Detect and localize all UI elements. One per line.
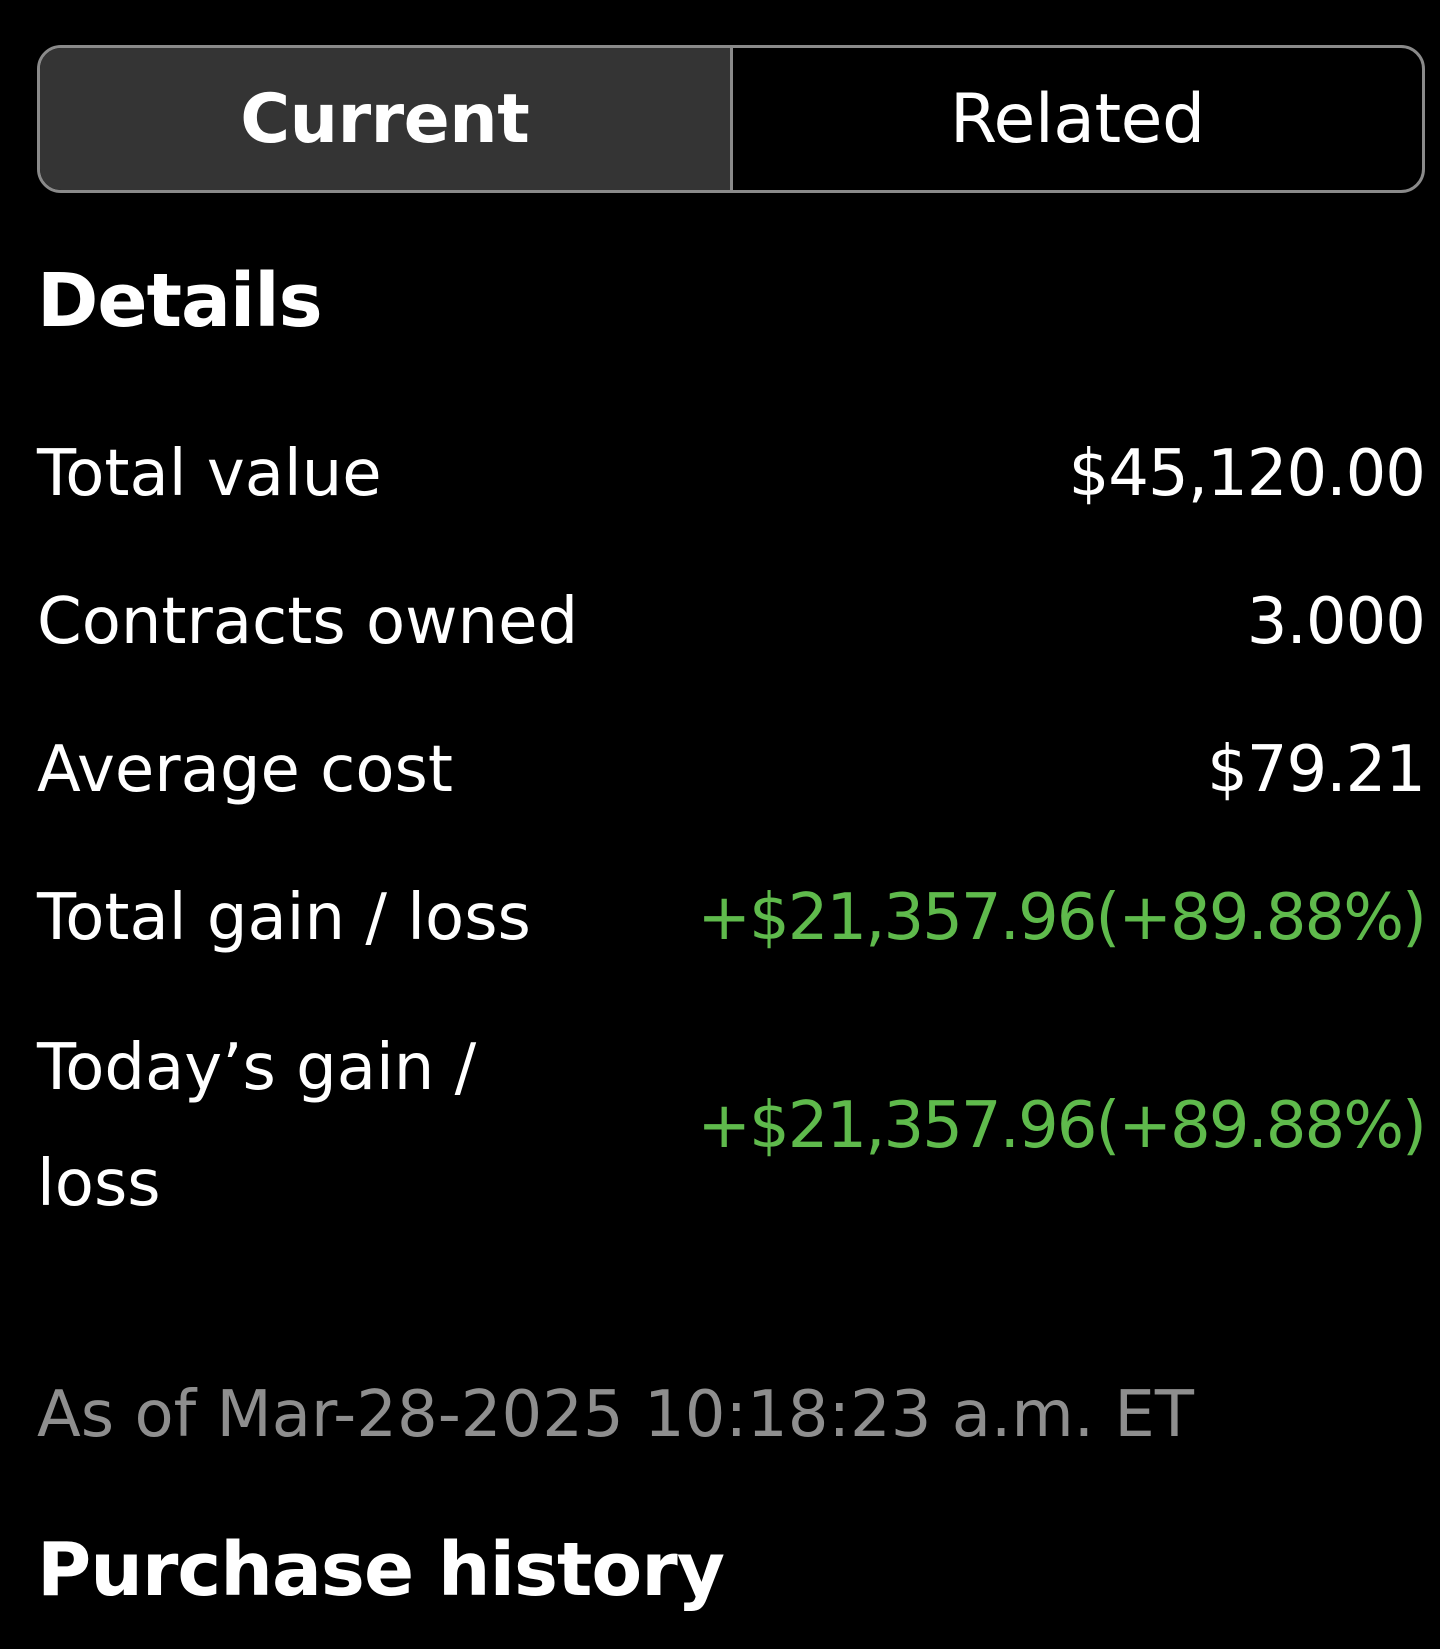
purchase-history-heading: Purchase history (37, 1527, 725, 1613)
detail-row-average-cost: Average cost $79.21 (37, 712, 1426, 828)
total-gain-loss-label: Total gain / loss (37, 881, 531, 955)
average-cost-label: Average cost (37, 733, 453, 807)
average-cost-amount: $79.21 (1207, 733, 1426, 807)
todays-gain-loss-amount: +$21,357.96(+89.88%) (697, 1089, 1427, 1163)
tab-current[interactable]: Current (40, 48, 733, 190)
detail-row-total-value: Total value $45,120.00 (37, 416, 1426, 532)
total-gain-loss-amount: +$21,357.96(+89.88%) (697, 881, 1427, 955)
todays-gain-loss-label: Today’s gain / loss (37, 1031, 477, 1221)
tab-related[interactable]: Related (949, 79, 1205, 159)
total-value-label: Total value (37, 437, 382, 511)
total-value-amount: $45,120.00 (1068, 437, 1426, 511)
contracts-owned-amount: 3.000 (1246, 585, 1426, 659)
detail-row-todays-gain-loss: Today’s gain / loss +$21,357.96(+89.88%) (37, 1010, 1427, 1242)
as-of-timestamp: As of Mar-28-2025 10:18:23 a.m. ET (37, 1378, 1194, 1452)
detail-row-contracts-owned: Contracts owned 3.000 (37, 564, 1426, 680)
details-heading: Details (37, 258, 323, 344)
detail-row-total-gain-loss: Total gain / loss +$21,357.96(+89.88%) (37, 860, 1427, 976)
contracts-owned-label: Contracts owned (37, 585, 579, 659)
position-tab-switcher: Current Related (37, 45, 1425, 193)
